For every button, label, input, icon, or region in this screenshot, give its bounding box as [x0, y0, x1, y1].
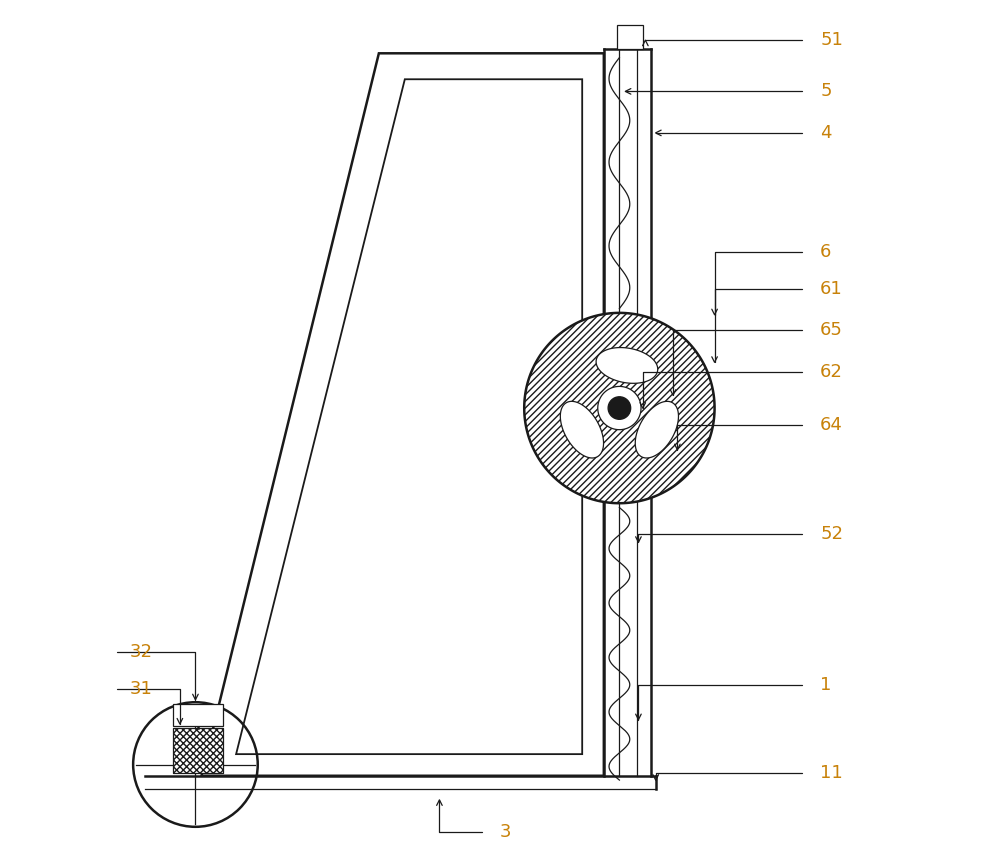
Polygon shape [560, 401, 604, 458]
Polygon shape [173, 704, 223, 727]
Text: 32: 32 [130, 643, 153, 661]
Polygon shape [173, 728, 223, 773]
Text: 5: 5 [820, 82, 832, 101]
Polygon shape [596, 347, 658, 384]
Text: 31: 31 [130, 681, 153, 698]
Text: 1: 1 [820, 676, 832, 694]
Text: 64: 64 [820, 417, 843, 434]
Circle shape [608, 397, 631, 419]
Text: 51: 51 [820, 31, 843, 49]
Text: 6: 6 [820, 243, 832, 261]
Text: 52: 52 [820, 524, 843, 542]
Polygon shape [598, 386, 641, 430]
Text: 61: 61 [820, 279, 843, 298]
Text: 3: 3 [500, 823, 512, 841]
Text: 62: 62 [820, 363, 843, 381]
Text: 4: 4 [820, 124, 832, 141]
Text: 11: 11 [820, 764, 843, 782]
Polygon shape [635, 401, 678, 458]
Polygon shape [524, 312, 715, 503]
Polygon shape [617, 25, 643, 49]
Text: 65: 65 [820, 321, 843, 339]
